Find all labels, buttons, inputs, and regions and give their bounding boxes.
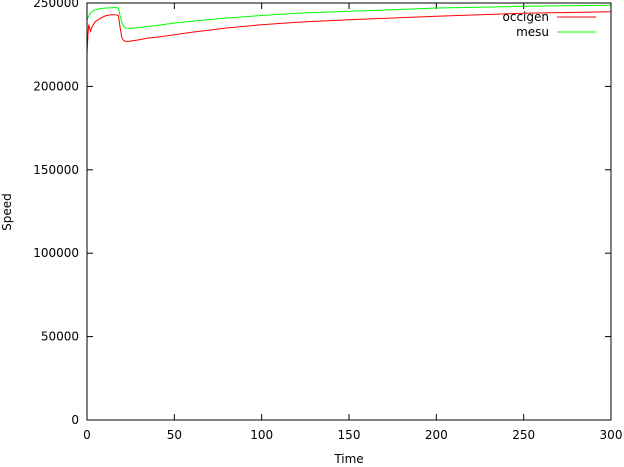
y-tick-label: 0 [71, 413, 79, 427]
plot-frame [86, 2, 612, 421]
x-axis-label: Time [333, 452, 363, 463]
legend-label-occigen: occigen [503, 10, 549, 24]
series-line-occigen [86, 11, 612, 54]
tick-labels: 0 50 100 150 200 250 300 0 50000 100000 150000 2000… [33, 0, 622, 442]
y-tick-label: 200000 [33, 79, 79, 93]
x-tick-label: 0 [83, 428, 91, 442]
x-tick-label: 200 [425, 428, 448, 442]
series-line-mesu [86, 4, 612, 29]
y-tick-label: 150000 [33, 163, 79, 177]
series-lines [86, 4, 612, 54]
x-tick-label: 150 [338, 428, 361, 442]
y-tick-label: 50000 [41, 330, 79, 344]
x-tick-label: 50 [167, 428, 182, 442]
x-tick-label: 100 [250, 428, 273, 442]
axis-ticks [86, 2, 612, 421]
x-tick-label: 250 [512, 428, 535, 442]
y-tick-label: 100000 [33, 246, 79, 260]
legend-label-mesu: mesu [516, 25, 549, 39]
y-axis-label: Speed [0, 193, 14, 231]
x-tick-label: 300 [600, 428, 623, 442]
y-tick-label: 250000 [33, 0, 79, 10]
